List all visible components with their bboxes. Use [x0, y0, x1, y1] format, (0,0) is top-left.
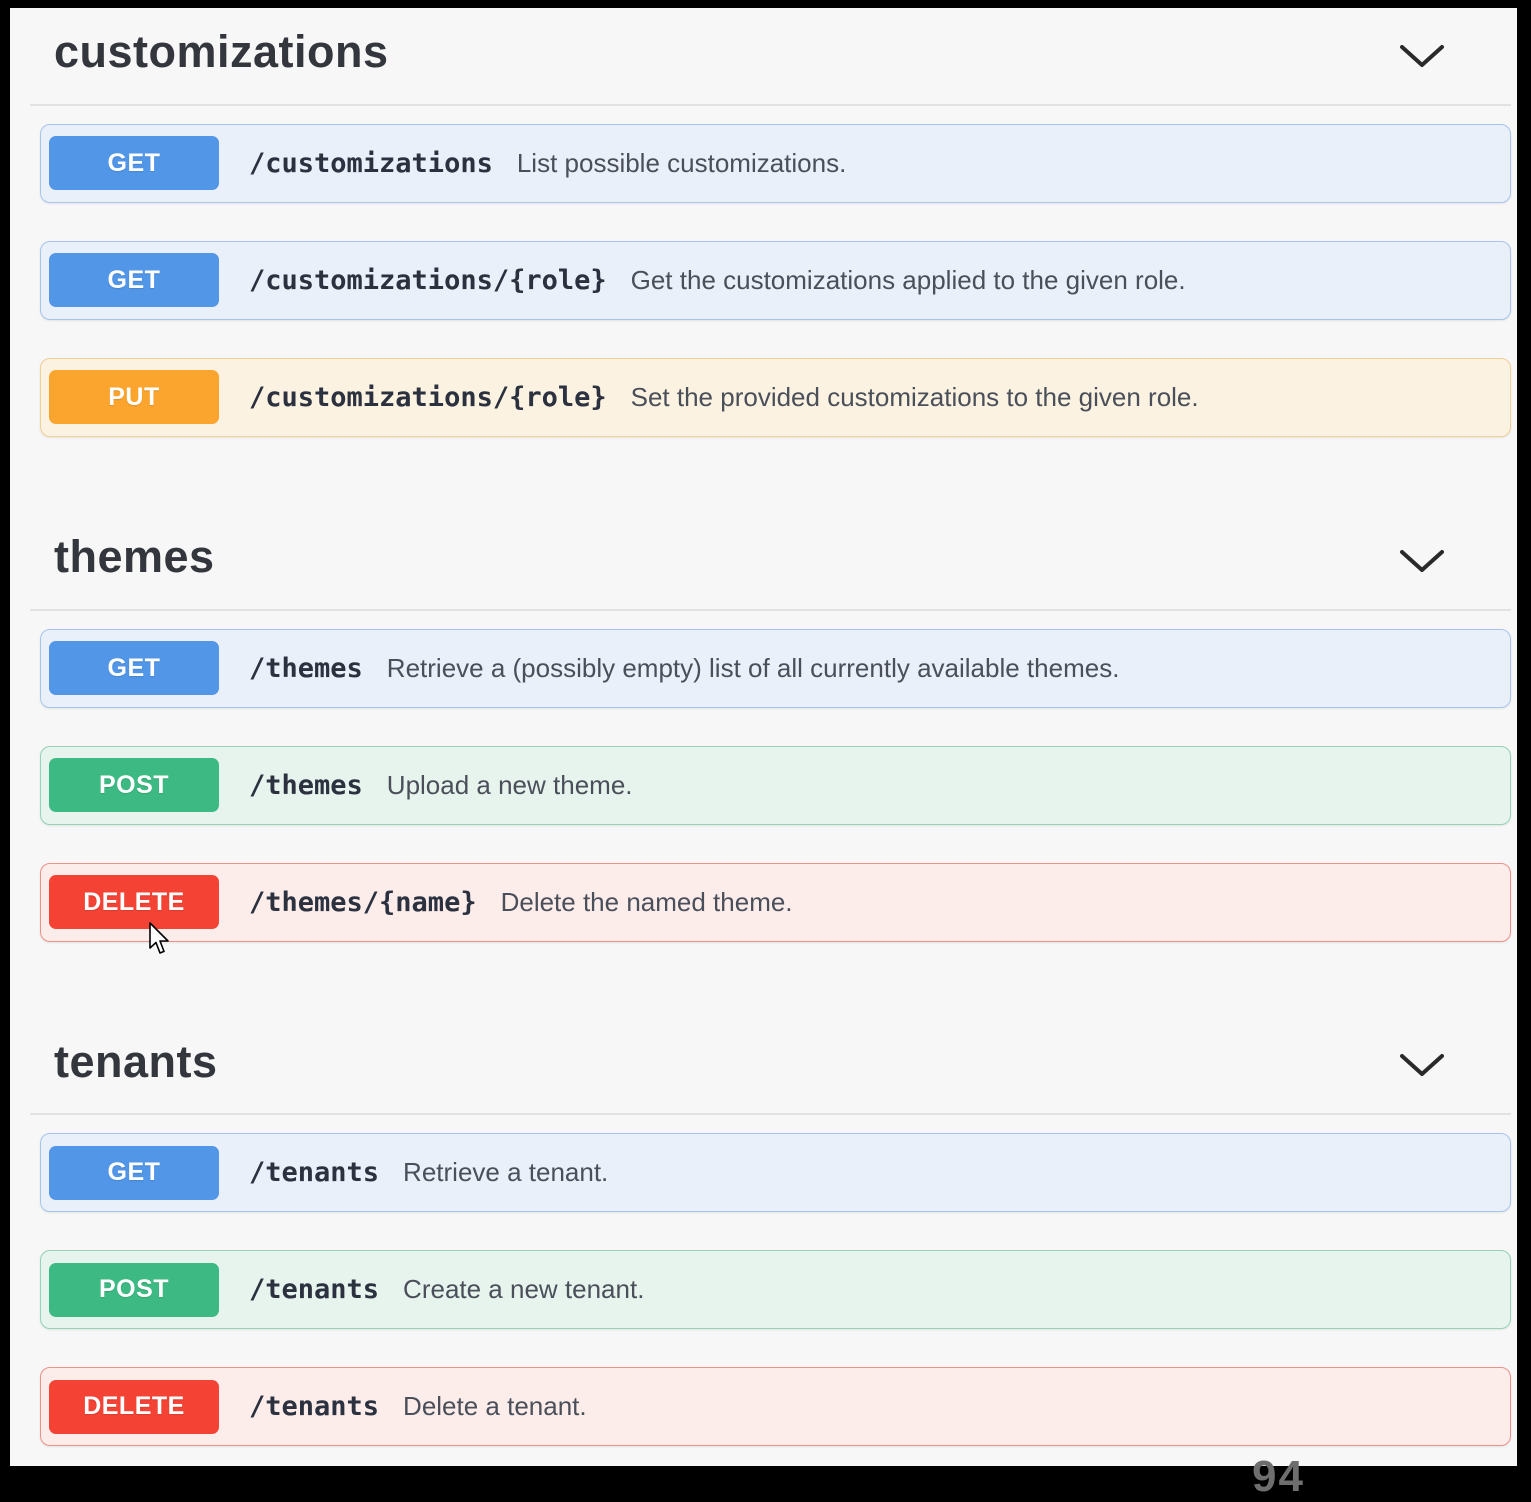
endpoint-path: /customizations/{role}: [249, 264, 607, 296]
method-badge: GET: [49, 641, 219, 695]
section-header-tenants[interactable]: tenants: [30, 980, 1511, 1088]
operation-row[interactable]: DELETE /themes/{name} Delete the named t…: [40, 862, 1511, 942]
endpoint-path: /tenants: [249, 1391, 380, 1423]
endpoint-description: Delete the named theme.: [500, 886, 793, 917]
method-badge: GET: [49, 253, 219, 308]
endpoint-path: /customizations: [249, 147, 493, 179]
endpoint-description: Upload a new theme.: [386, 769, 633, 800]
chevron-down-icon[interactable]: [1399, 548, 1445, 574]
endpoint-path: /customizations/{role}: [249, 381, 607, 413]
method-badge: DELETE: [49, 875, 219, 929]
endpoint-description: Set the provided customizations to the g…: [630, 381, 1199, 412]
operation-row[interactable]: PUT /customizations/{role} Set the provi…: [40, 357, 1511, 437]
operation-row[interactable]: POST /tenants Create a new tenant.: [40, 1250, 1511, 1330]
endpoint-description: Create a new tenant.: [403, 1274, 645, 1305]
endpoint-description: Retrieve a tenant.: [403, 1157, 609, 1188]
operation-row[interactable]: GET /customizations/{role} Get the custo…: [40, 240, 1511, 320]
operation-row[interactable]: GET /themes Retrieve a (possibly empty) …: [40, 628, 1511, 708]
operation-row[interactable]: GET /tenants Retrieve a tenant.: [40, 1133, 1511, 1213]
operation-row[interactable]: GET /customizations List possible custom…: [40, 123, 1511, 203]
section-header-customizations[interactable]: customizations: [30, 8, 1511, 78]
operation-row[interactable]: DELETE /tenants Delete a tenant.: [40, 1367, 1511, 1447]
section-divider: [30, 103, 1511, 106]
endpoint-path: /tenants: [249, 1157, 380, 1189]
section-title: customizations: [54, 26, 389, 77]
endpoint-description: Retrieve a (possibly empty) list of all …: [386, 652, 1120, 683]
endpoint-path: /themes/{name}: [249, 886, 477, 918]
endpoint-description: Get the customizations applied to the gi…: [630, 264, 1186, 295]
endpoint-path: /tenants: [249, 1274, 380, 1306]
chevron-down-icon[interactable]: [1399, 43, 1445, 69]
endpoint-description: List possible customizations.: [516, 147, 847, 178]
section-header-themes[interactable]: themes: [30, 475, 1511, 583]
method-badge: PUT: [49, 370, 219, 425]
method-badge: POST: [49, 1262, 219, 1317]
endpoint-description: Delete a tenant.: [403, 1391, 587, 1422]
endpoint-path: /themes: [249, 769, 363, 801]
section-title: tenants: [54, 1035, 218, 1087]
endpoint-path: /themes: [249, 652, 363, 684]
operation-row[interactable]: POST /themes Upload a new theme.: [40, 745, 1511, 825]
section-title: themes: [54, 530, 215, 582]
section-divider: [30, 608, 1511, 611]
method-badge: POST: [49, 758, 219, 812]
section-divider: [30, 1113, 1511, 1116]
page-number: 94: [1252, 1452, 1305, 1501]
chevron-down-icon[interactable]: [1399, 1052, 1445, 1078]
mouse-cursor-icon: [149, 922, 169, 954]
method-badge: GET: [49, 136, 219, 191]
api-docs-panel: customizations GET /customizations List …: [10, 8, 1517, 1466]
method-badge: GET: [49, 1145, 219, 1200]
method-badge: DELETE: [49, 1379, 219, 1434]
